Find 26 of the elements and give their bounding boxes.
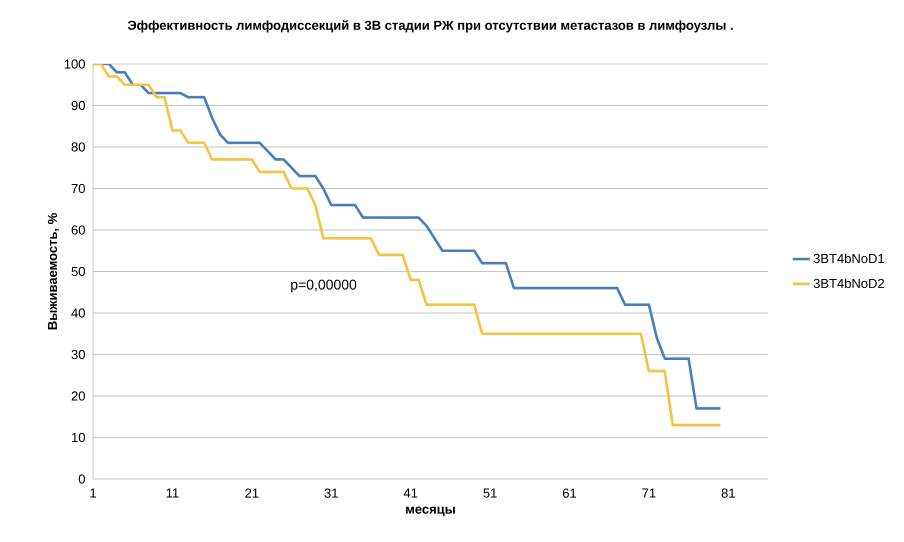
x-tick-label: 1 — [90, 488, 96, 498]
annotation: p=0,00000 — [291, 280, 356, 292]
x-tick-label: 11 — [166, 488, 179, 498]
x-tick-label: 41 — [404, 488, 418, 498]
x-tick-label: 51 — [483, 488, 497, 498]
y-tick-label: 100 — [64, 59, 85, 69]
y-tick-label: 80 — [72, 142, 85, 152]
x-tick-label: 21 — [245, 488, 258, 498]
chart-title: Эффективность лимфодиссекций в 3В стадии РЖ при отсутствии метастазов в лимфоузлы . — [128, 20, 733, 32]
y-tick-label: 0 — [78, 474, 85, 484]
y-tick-label: 10 — [72, 432, 85, 442]
x-tick-label: 71 — [642, 488, 656, 498]
y-tick-label: 20 — [72, 391, 85, 401]
y-axis-title: Выживаемость, % — [48, 213, 59, 330]
y-tick-label: 30 — [72, 350, 85, 360]
y-tick-label: 50 — [72, 266, 85, 276]
x-tick-label: 61 — [562, 488, 576, 498]
y-tick-label: 60 — [72, 225, 85, 235]
legend-label: 3BT4bNoD2 — [814, 278, 884, 288]
y-tick-label: 90 — [72, 100, 85, 110]
x-tick-label: 31 — [324, 488, 338, 498]
y-tick-label: 40 — [71, 308, 85, 318]
y-tick-label: 70 — [72, 184, 85, 194]
legend-label: 3BT4bNoD1 — [814, 254, 884, 264]
x-tick-label: 81 — [722, 488, 735, 498]
x-axis-title: месяцы — [406, 506, 455, 516]
